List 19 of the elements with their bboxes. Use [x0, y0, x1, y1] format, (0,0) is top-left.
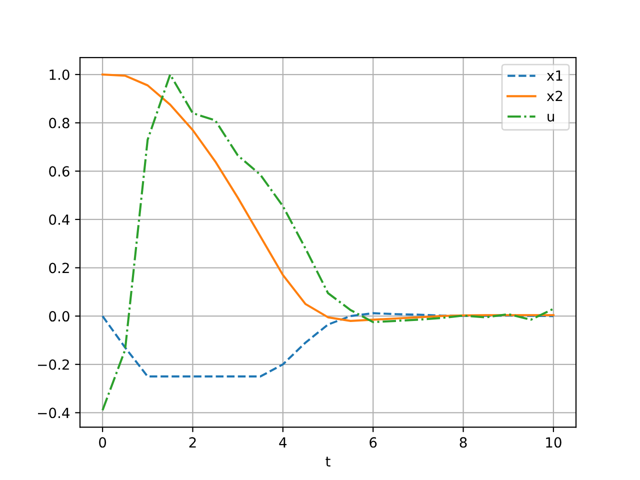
x-tick-label: 4: [279, 437, 287, 448]
legend-label: u: [548, 114, 554, 122]
y-tick-label: 0.6: [49, 166, 70, 177]
x-tick-label: 2: [189, 437, 196, 448]
x-tick-label: 6: [370, 437, 377, 448]
x-tick-label: 0: [99, 437, 106, 448]
y-tick-label: 0.0: [49, 311, 70, 322]
line-series: [102, 312, 554, 378]
x-axis-title: t: [326, 456, 330, 466]
y-tick-label: 0.8: [49, 118, 70, 128]
y-tick-label: −0.2: [38, 359, 69, 370]
y-tick-label: −0.4: [38, 408, 70, 418]
legend-label: x2: [546, 90, 562, 102]
y-tick-label: 0.4: [49, 214, 70, 225]
x-tick-label: 8: [460, 437, 467, 448]
x-tick-label: 10: [546, 437, 562, 448]
legend-label: x1: [546, 70, 562, 81]
y-tick-label: 1.0: [50, 69, 70, 80]
y-tick-label: 0.2: [49, 262, 69, 274]
